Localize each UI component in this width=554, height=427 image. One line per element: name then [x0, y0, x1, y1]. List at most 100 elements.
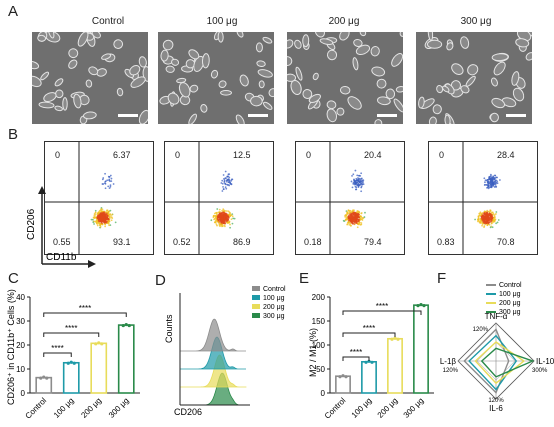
flow-event — [353, 182, 356, 185]
y-tick-label: 30 — [16, 317, 25, 326]
flow-event — [91, 218, 94, 221]
flow-event — [224, 210, 227, 212]
flow-event — [227, 213, 230, 216]
flow-event — [481, 218, 484, 220]
legend-label: 300 μg — [499, 309, 521, 316]
data-point — [419, 303, 423, 307]
cell — [374, 119, 383, 124]
flow-plot-200: 0 20.4 0.18 79.4 — [295, 141, 405, 255]
legend-label: Control — [499, 282, 522, 289]
flow-event — [106, 179, 109, 182]
cell — [116, 87, 124, 97]
flow-event — [110, 180, 113, 183]
flow-event — [98, 215, 101, 217]
flow-event — [488, 223, 491, 226]
flow-event — [223, 221, 225, 224]
micrograph-100 — [158, 32, 274, 124]
flow-event — [491, 216, 494, 219]
micrograph-300 — [416, 32, 532, 124]
flow-event — [487, 217, 490, 220]
flow-event — [360, 212, 363, 214]
y-tick-label: 50 — [316, 365, 325, 374]
flow-event — [112, 183, 115, 185]
legend-swatch — [252, 286, 260, 291]
cell — [436, 84, 444, 94]
radar-axis-label: IL-10 — [536, 357, 554, 366]
y-tick-label: 150 — [312, 317, 326, 326]
flow-event — [108, 178, 111, 181]
flow-event — [230, 178, 233, 181]
quadrant-ll: 0.18 — [304, 237, 322, 247]
cell — [201, 53, 210, 69]
cell — [302, 89, 313, 99]
flow-event — [111, 213, 114, 216]
flow-event — [352, 216, 354, 219]
flow-event — [230, 214, 233, 217]
flow-event — [491, 211, 493, 214]
significance-label: **** — [65, 324, 77, 333]
x-tick-label: 300 μg — [107, 396, 131, 420]
cell — [171, 58, 180, 66]
flow-event — [224, 170, 227, 173]
cell — [54, 105, 63, 112]
flow-event — [224, 186, 227, 189]
cell — [268, 88, 274, 98]
flow-event — [355, 222, 358, 225]
flow-event — [100, 221, 103, 224]
cell — [326, 108, 338, 123]
legend-swatch — [252, 304, 260, 309]
flow-event — [495, 222, 498, 225]
bar — [90, 342, 108, 394]
flow-event — [493, 178, 496, 181]
cell — [427, 32, 434, 41]
quadrant-ll: 0.83 — [437, 237, 455, 247]
data-point — [416, 304, 420, 308]
cell — [460, 36, 470, 49]
radar-axis-label: TNF-α — [485, 312, 508, 321]
cell — [55, 89, 64, 99]
data-point — [42, 375, 46, 379]
cell — [188, 113, 197, 124]
quadrant-lr: 93.1 — [113, 237, 131, 247]
flow-event — [483, 177, 486, 180]
cell — [236, 32, 244, 38]
cell — [218, 80, 227, 88]
flow-event — [105, 213, 108, 216]
cell — [258, 80, 265, 89]
flow-event — [96, 220, 99, 222]
flow-event — [355, 186, 358, 189]
flow-event — [353, 178, 355, 181]
cell — [32, 61, 40, 70]
flow-event — [356, 179, 359, 182]
flow-event — [219, 225, 221, 227]
flow-event — [218, 212, 221, 215]
cell — [262, 36, 273, 44]
flow-event — [487, 182, 490, 185]
flow-event — [355, 220, 358, 223]
cell — [38, 101, 55, 109]
data-point — [393, 336, 397, 340]
histogram-curve — [180, 318, 246, 352]
flow-event — [358, 174, 360, 177]
cell — [355, 44, 371, 56]
cell — [370, 46, 380, 57]
cell — [371, 66, 386, 77]
data-point — [364, 360, 368, 364]
flow-event — [96, 213, 99, 215]
flow-event — [97, 220, 100, 223]
significance-label: **** — [363, 324, 375, 333]
cell — [162, 39, 174, 51]
cell — [446, 42, 454, 51]
data-point — [121, 323, 125, 328]
flow-event — [105, 218, 108, 220]
cell — [525, 52, 532, 61]
micrograph-title-300: 300 μg — [460, 16, 492, 27]
flow-event — [218, 208, 221, 211]
flow-event — [358, 221, 361, 224]
flow-event — [110, 177, 113, 180]
radar-max-label: 120% — [473, 327, 489, 333]
flow-event — [105, 211, 108, 213]
flow-event — [494, 184, 497, 186]
cell — [395, 86, 403, 93]
data-point — [69, 360, 73, 364]
